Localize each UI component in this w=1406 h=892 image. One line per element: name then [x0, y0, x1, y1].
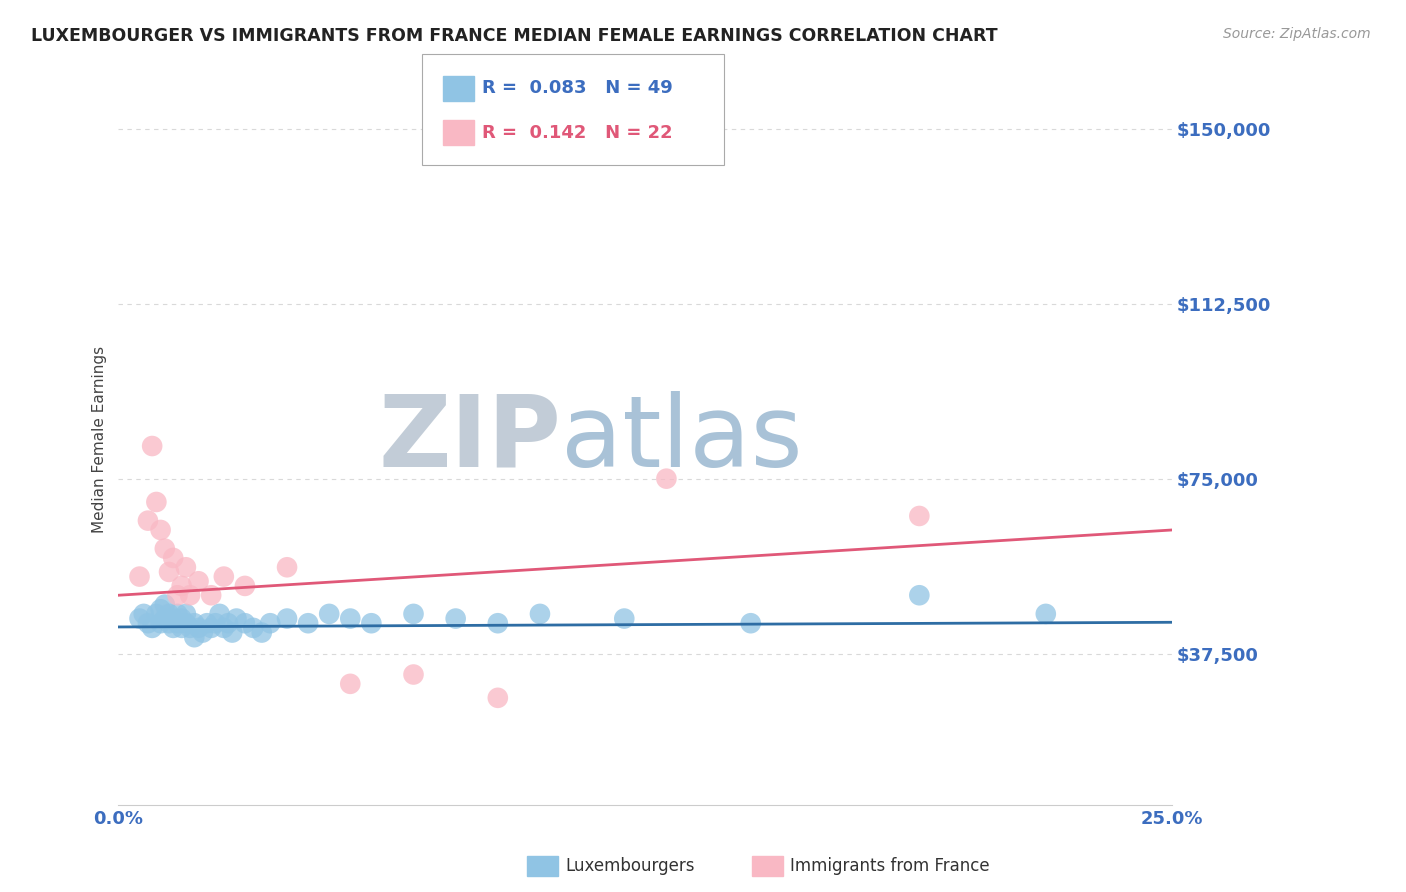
- Point: [221, 625, 243, 640]
- Text: LUXEMBOURGER VS IMMIGRANTS FROM FRANCE MEDIAN FEMALE EARNINGS CORRELATION CHART: LUXEMBOURGER VS IMMIGRANTS FROM FRANCE M…: [31, 27, 998, 45]
- Point: [212, 569, 235, 583]
- Point: [208, 607, 231, 621]
- Point: [157, 607, 180, 621]
- Point: [212, 621, 235, 635]
- Point: [136, 514, 159, 528]
- Point: [195, 616, 218, 631]
- Point: [225, 611, 247, 625]
- Point: [166, 607, 188, 621]
- Text: Immigrants from France: Immigrants from France: [790, 857, 990, 875]
- Point: [233, 579, 256, 593]
- Point: [153, 541, 176, 556]
- Point: [170, 621, 193, 635]
- Point: [128, 611, 150, 625]
- Point: [486, 616, 509, 631]
- Text: atlas: atlas: [561, 391, 803, 488]
- Point: [402, 607, 425, 621]
- Point: [170, 611, 193, 625]
- Point: [402, 667, 425, 681]
- Text: Luxembourgers: Luxembourgers: [565, 857, 695, 875]
- Point: [174, 616, 197, 631]
- Point: [136, 616, 159, 631]
- Point: [157, 616, 180, 631]
- Text: R =  0.142   N = 22: R = 0.142 N = 22: [482, 124, 673, 142]
- Point: [1035, 607, 1057, 621]
- Point: [162, 550, 184, 565]
- Point: [908, 508, 931, 523]
- Text: Source: ZipAtlas.com: Source: ZipAtlas.com: [1223, 27, 1371, 41]
- Point: [360, 616, 382, 631]
- Point: [187, 621, 209, 635]
- Point: [153, 598, 176, 612]
- Point: [187, 574, 209, 589]
- Point: [183, 616, 205, 631]
- Point: [153, 611, 176, 625]
- Point: [132, 607, 155, 621]
- Point: [339, 677, 361, 691]
- Point: [297, 616, 319, 631]
- Point: [259, 616, 281, 631]
- Point: [128, 569, 150, 583]
- Point: [200, 588, 222, 602]
- Point: [655, 472, 678, 486]
- Point: [145, 495, 167, 509]
- Point: [141, 621, 163, 635]
- Point: [149, 602, 172, 616]
- Point: [276, 560, 298, 574]
- Point: [149, 616, 172, 631]
- Y-axis label: Median Female Earnings: Median Female Earnings: [93, 345, 107, 533]
- Point: [183, 630, 205, 644]
- Point: [179, 621, 201, 635]
- Text: R =  0.083   N = 49: R = 0.083 N = 49: [482, 79, 673, 97]
- Point: [217, 616, 239, 631]
- Point: [233, 616, 256, 631]
- Point: [174, 607, 197, 621]
- Point: [204, 616, 226, 631]
- Point: [179, 588, 201, 602]
- Point: [170, 579, 193, 593]
- Point: [339, 611, 361, 625]
- Point: [162, 611, 184, 625]
- Point: [149, 523, 172, 537]
- Point: [191, 625, 214, 640]
- Point: [166, 588, 188, 602]
- Text: ZIP: ZIP: [378, 391, 561, 488]
- Point: [242, 621, 264, 635]
- Point: [200, 621, 222, 635]
- Point: [145, 607, 167, 621]
- Point: [276, 611, 298, 625]
- Point: [174, 560, 197, 574]
- Point: [166, 616, 188, 631]
- Point: [157, 565, 180, 579]
- Point: [250, 625, 273, 640]
- Point: [162, 621, 184, 635]
- Point: [486, 690, 509, 705]
- Point: [444, 611, 467, 625]
- Point: [318, 607, 340, 621]
- Point: [613, 611, 636, 625]
- Point: [908, 588, 931, 602]
- Point: [141, 439, 163, 453]
- Point: [529, 607, 551, 621]
- Point: [740, 616, 762, 631]
